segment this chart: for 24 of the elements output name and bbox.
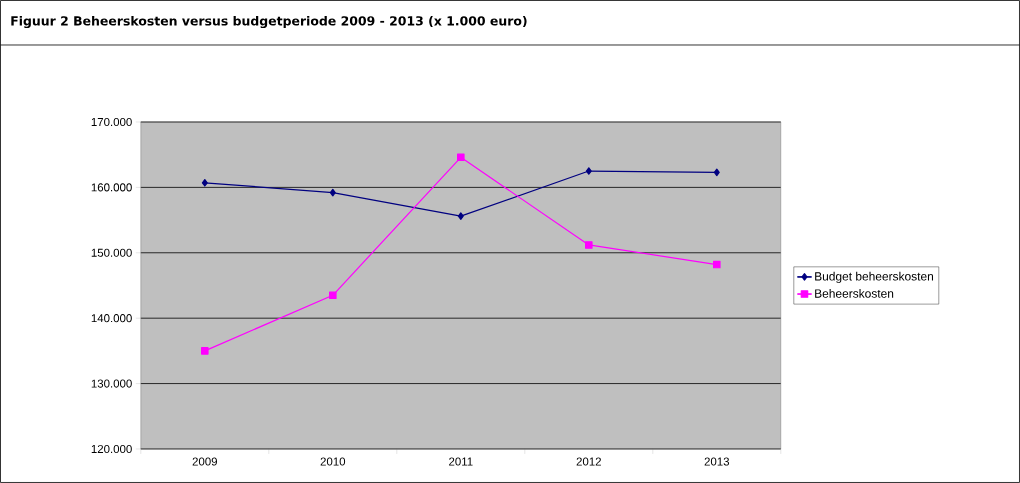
point xyxy=(457,153,465,162)
x-tick-label: 2013 xyxy=(704,457,730,466)
legend-label: Beheerskosten xyxy=(815,288,894,298)
point xyxy=(585,167,592,175)
chart-title: Figuur 2 Beheerskosten versus budgetperiode 2009 - 2013 (x 1.000 euro) xyxy=(11,15,527,29)
x-tick-label: 2009 xyxy=(192,457,217,466)
x-tick-label: 2011 xyxy=(449,457,473,466)
point xyxy=(329,188,336,197)
x-tick-label: 2010 xyxy=(320,457,346,466)
point xyxy=(585,241,593,249)
point xyxy=(713,260,721,269)
legend-label: Budget beheerskosten xyxy=(815,271,934,283)
point xyxy=(201,179,208,187)
point xyxy=(329,291,337,300)
x-tick-label: 2012 xyxy=(576,457,601,466)
point xyxy=(457,212,464,220)
y-tick-label: 170.000 xyxy=(91,117,132,127)
y-tick-label: 120.000 xyxy=(91,444,132,454)
point xyxy=(713,168,720,177)
y-tick-label: 130.000 xyxy=(91,379,132,388)
y-tick-label: 160.000 xyxy=(91,183,132,192)
y-tick-label: 150.000 xyxy=(91,248,132,257)
point xyxy=(201,347,209,355)
y-tick-label: 140.000 xyxy=(91,314,132,323)
